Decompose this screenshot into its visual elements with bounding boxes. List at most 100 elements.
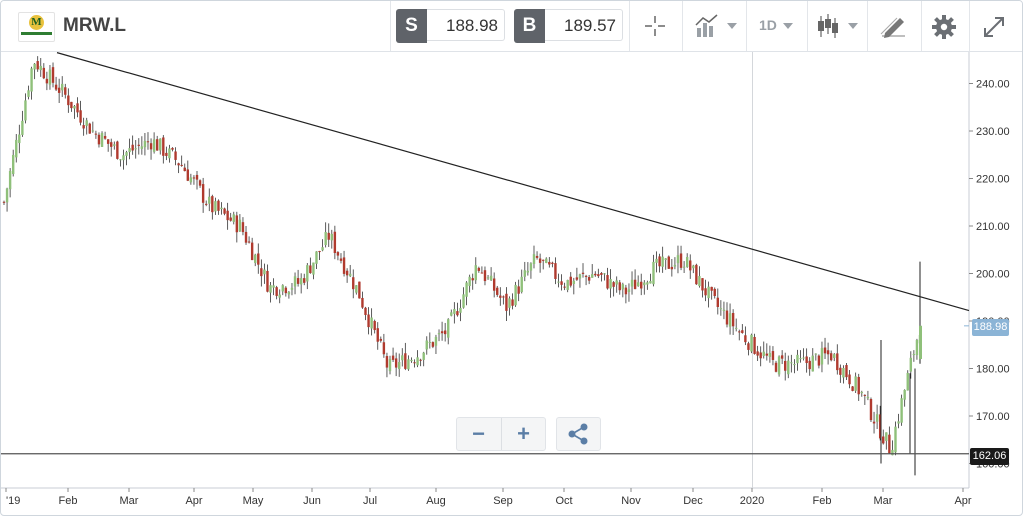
candle-body	[652, 261, 655, 285]
x-tick-label: Feb	[59, 495, 78, 507]
candle-body	[633, 279, 637, 290]
candle-body	[64, 87, 67, 95]
sell-label: S	[396, 9, 427, 43]
candle-body	[51, 67, 55, 83]
price-chart[interactable]: 160.00170.00180.00190.00200.00210.00220.…	[1, 52, 1022, 515]
candle-body	[376, 328, 379, 342]
candle-body	[437, 333, 441, 335]
share-icon	[568, 423, 588, 445]
candle-body	[538, 258, 542, 263]
candle-body	[636, 282, 640, 287]
candle-body	[836, 353, 839, 371]
instrument-symbol: MRW.L	[63, 15, 126, 36]
candle-body	[422, 352, 425, 360]
candle-body	[431, 342, 435, 347]
candle-body	[407, 359, 410, 370]
candle-body	[11, 154, 15, 175]
candle-body	[413, 362, 416, 364]
candle-body	[165, 152, 168, 156]
candle-body	[367, 314, 370, 328]
zoom-in-button[interactable]: +	[517, 421, 530, 446]
candle-body	[885, 432, 888, 441]
candle-body	[250, 242, 254, 261]
draw-icon	[880, 17, 905, 38]
candle-body	[707, 286, 710, 299]
settings-button[interactable]	[923, 1, 967, 51]
x-tick-label: '19	[6, 495, 20, 507]
draw-tools-button[interactable]	[871, 1, 919, 51]
sell-price: 188.98	[427, 9, 505, 41]
candle-body	[526, 270, 530, 273]
candle-body	[434, 336, 438, 346]
expand-icon	[984, 17, 1004, 37]
y-tick-label: 170.00	[976, 411, 1010, 423]
candle-body	[103, 135, 107, 139]
timeframe-select[interactable]: 1D	[751, 1, 803, 51]
candle-body	[471, 278, 474, 281]
candlestick-icon	[818, 14, 838, 38]
candle-body	[361, 297, 364, 308]
candle-body	[799, 358, 802, 360]
candle-body	[609, 279, 612, 289]
candle-body	[468, 276, 471, 287]
candle-body	[621, 284, 625, 290]
x-tick-label: Nov	[621, 495, 641, 507]
candle-body	[805, 356, 808, 364]
candle-body	[379, 338, 383, 341]
zoom-controls: − +	[456, 417, 546, 451]
y-tick-label: 210.00	[976, 221, 1010, 233]
candle-body	[682, 266, 686, 268]
candle-body	[440, 331, 444, 334]
candle-body	[854, 376, 857, 391]
candle-body	[566, 279, 569, 290]
candle-body	[486, 277, 490, 279]
candle-body	[692, 265, 695, 269]
candle-body	[909, 357, 913, 372]
candle-body	[401, 355, 404, 361]
candle-body	[217, 200, 220, 211]
candle-body	[710, 286, 713, 291]
candle-body	[57, 87, 61, 93]
candle-body	[364, 307, 367, 315]
candle-body	[146, 141, 150, 143]
candle-body	[21, 120, 24, 135]
candle-body	[734, 327, 738, 329]
candle-body	[235, 215, 239, 233]
candle-body	[560, 281, 563, 285]
candle-body	[211, 196, 214, 213]
candle-body	[808, 360, 811, 370]
y-tick-label: 240.00	[976, 79, 1010, 91]
zoom-out-button[interactable]: −	[472, 421, 485, 446]
candle-body	[33, 63, 36, 70]
candle-body	[391, 355, 395, 360]
candle-body	[85, 120, 88, 126]
x-tick-label: Oct	[555, 495, 572, 507]
candle-body	[753, 336, 756, 354]
chart-toolbar: M MRW.L S 188.98 B 189.57	[1, 1, 1022, 52]
candle-body	[186, 169, 190, 181]
candle-body	[578, 274, 582, 279]
candle-body	[168, 148, 171, 159]
candle-body	[857, 376, 860, 395]
candle-body	[15, 139, 18, 158]
candle-body	[416, 357, 419, 366]
candle-body	[658, 256, 661, 267]
candle-body	[339, 258, 343, 261]
candle-body	[94, 133, 98, 135]
candle-body	[514, 284, 517, 306]
candle-body	[814, 353, 818, 355]
fullscreen-button[interactable]	[971, 1, 1019, 51]
candle-body	[664, 258, 667, 260]
candle-body	[254, 254, 257, 263]
candle-body	[741, 330, 744, 333]
candle-body	[263, 269, 266, 275]
crosshair-button[interactable]	[634, 1, 676, 51]
chart-type-button[interactable]	[687, 1, 741, 51]
candle-body	[502, 296, 505, 298]
candle-body	[312, 262, 315, 275]
share-button[interactable]	[557, 418, 600, 450]
candle-body	[223, 208, 226, 214]
candle-body	[97, 134, 101, 145]
candle-style-button[interactable]	[811, 1, 865, 51]
